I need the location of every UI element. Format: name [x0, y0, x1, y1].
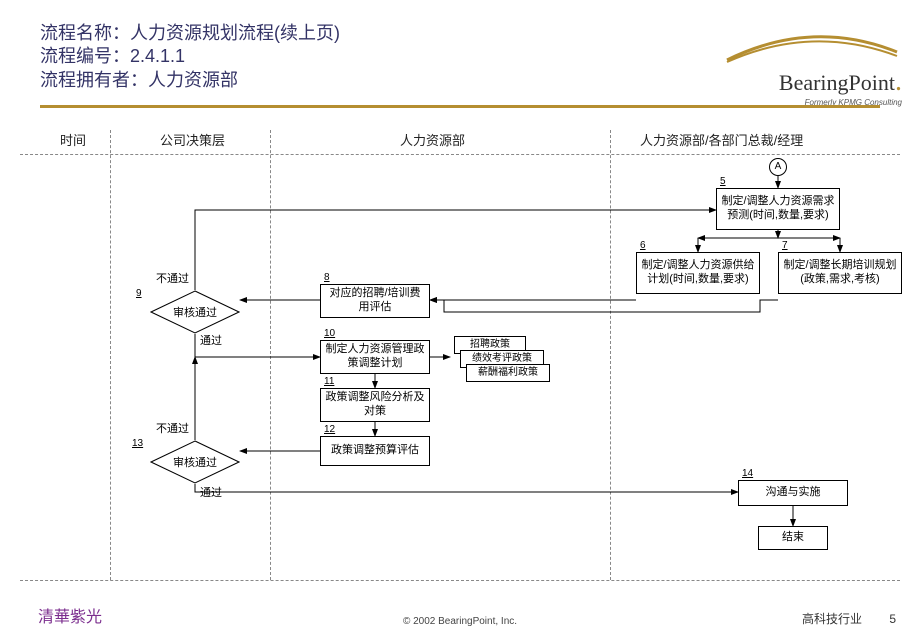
- node-8: 对应的招聘/培训费用评估: [320, 284, 430, 318]
- edge-label-pass-13: 通过: [200, 484, 222, 500]
- node-13-num: 13: [132, 438, 143, 449]
- node-11: 政策调整风险分析及对策: [320, 388, 430, 422]
- node-6-num: 6: [640, 240, 646, 251]
- node-end: 结束: [758, 526, 828, 550]
- footer-industry: 高科技行业: [802, 612, 862, 626]
- node-9-label: 审核通过: [150, 290, 240, 334]
- node-9-decision: 审核通过: [150, 290, 240, 334]
- node-5-num: 5: [720, 176, 726, 187]
- edge-label-fail-9: 不通过: [156, 270, 189, 286]
- node-14-num: 14: [742, 468, 753, 479]
- node-12-num: 12: [324, 424, 335, 435]
- node-13-decision: 审核通过: [150, 440, 240, 484]
- node-7-num: 7: [782, 240, 788, 251]
- node-5: 制定/调整人力资源需求预测(时间,数量,要求): [716, 188, 840, 230]
- flowchart-stage: A 5 制定/调整人力资源需求预测(时间,数量,要求) 6 制定/调整人力资源供…: [0, 0, 920, 637]
- node-6: 制定/调整人力资源供给计划(时间,数量,要求): [636, 252, 760, 294]
- connector-a: A: [769, 158, 787, 176]
- node-13-label: 审核通过: [150, 440, 240, 484]
- node-9-num: 9: [136, 288, 142, 299]
- footer-right: 高科技行业 5: [802, 610, 896, 627]
- node-14: 沟通与实施: [738, 480, 848, 506]
- edge-label-pass-9: 通过: [200, 332, 222, 348]
- node-8-num: 8: [324, 272, 330, 283]
- node-10: 制定人力资源管理政策调整计划: [320, 340, 430, 374]
- footer-copyright: © 2002 BearingPoint, Inc.: [0, 616, 920, 627]
- footer-page: 5: [889, 612, 896, 626]
- node-11-num: 11: [324, 376, 334, 387]
- edge-label-fail-13: 不通过: [156, 420, 189, 436]
- node-10-num: 10: [324, 328, 335, 339]
- policy-tag-c: 薪酬福利政策: [466, 364, 550, 382]
- node-7: 制定/调整长期培训规划(政策,需求,考核): [778, 252, 902, 294]
- node-12: 政策调整预算评估: [320, 436, 430, 466]
